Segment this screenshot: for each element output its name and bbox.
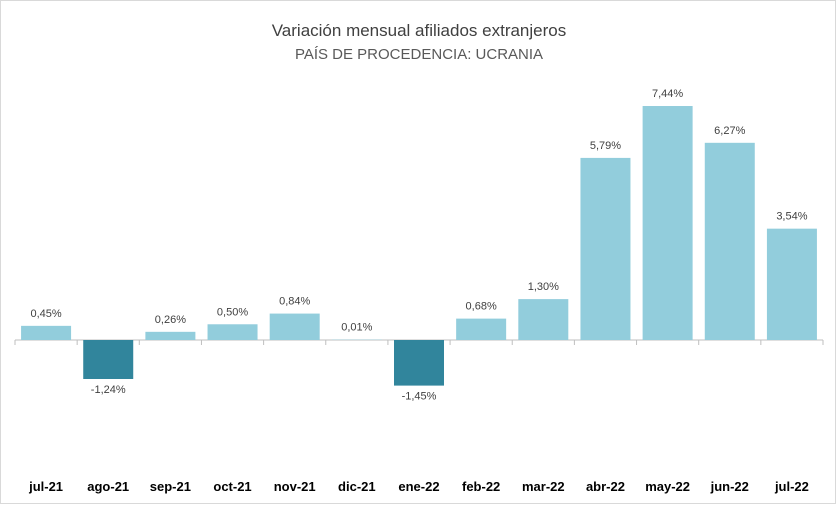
category-label-may-22: may-22 <box>645 479 690 494</box>
bar-sep-21 <box>145 332 195 340</box>
category-label-sep-21: sep-21 <box>150 479 191 494</box>
data-label-ago-21: -1,24% <box>91 384 126 396</box>
category-label-jul-22: jul-22 <box>774 479 809 494</box>
category-label-oct-21: oct-21 <box>213 479 251 494</box>
bar-jul-22 <box>767 229 817 340</box>
category-label-ago-21: ago-21 <box>87 479 129 494</box>
data-label-ene-22: -1,45% <box>402 391 437 403</box>
bar-jul-21 <box>21 326 71 340</box>
category-label-jun-22: jun-22 <box>710 479 749 494</box>
category-label-jul-21: jul-21 <box>28 479 63 494</box>
bar-may-22 <box>643 106 693 340</box>
bar-ene-22 <box>394 340 444 386</box>
data-label-jun-22: 6,27% <box>714 125 745 137</box>
data-label-may-22: 7,44% <box>652 88 683 100</box>
category-label-abr-22: abr-22 <box>586 479 625 494</box>
data-label-abr-22: 5,79% <box>590 140 621 152</box>
data-label-sep-21: 0,26% <box>155 314 186 326</box>
category-label-mar-22: mar-22 <box>522 479 565 494</box>
bar-ago-21 <box>83 340 133 379</box>
bar-abr-22 <box>580 158 630 340</box>
data-label-mar-22: 1,30% <box>528 281 559 293</box>
category-label-ene-22: ene-22 <box>398 479 439 494</box>
data-label-nov-21: 0,84% <box>279 296 310 308</box>
category-label-feb-22: feb-22 <box>462 479 500 494</box>
data-label-oct-21: 0,50% <box>217 306 248 318</box>
category-label-nov-21: nov-21 <box>274 479 316 494</box>
bar-oct-21 <box>208 324 258 340</box>
bar-feb-22 <box>456 319 506 340</box>
data-label-jul-22: 3,54% <box>776 211 807 223</box>
data-label-feb-22: 0,68% <box>466 301 497 313</box>
data-label-jul-21: 0,45% <box>30 308 61 320</box>
bar-mar-22 <box>518 299 568 340</box>
bar-nov-21 <box>270 314 320 340</box>
data-label-dic-21: 0,01% <box>341 322 372 334</box>
category-label-dic-21: dic-21 <box>338 479 376 494</box>
bar-jun-22 <box>705 143 755 340</box>
